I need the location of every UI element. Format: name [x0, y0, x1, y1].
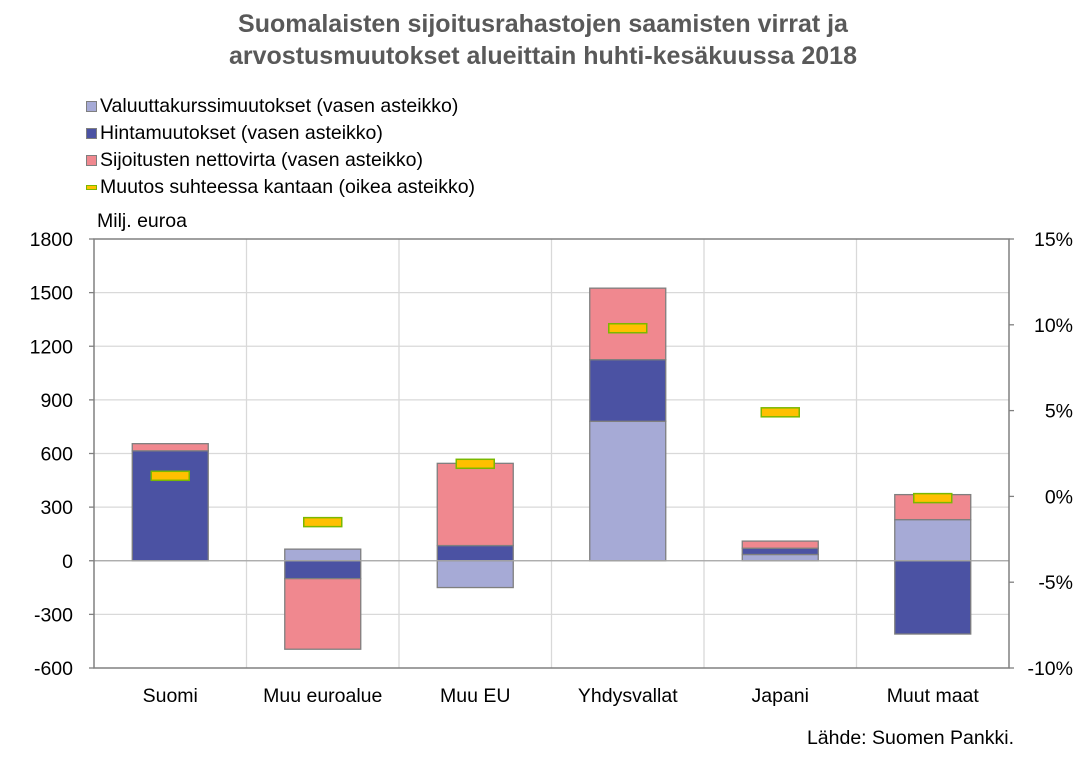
x-tick-label-4: Yhdysvallat	[578, 685, 678, 707]
y-tick-label-4: 600	[40, 444, 73, 466]
marker-muutos-2	[303, 516, 343, 528]
y2-tick-label-3: 5%	[1045, 401, 1073, 423]
y2-tick-label-5: 15%	[1034, 229, 1073, 251]
bar-netto-3	[436, 462, 514, 547]
y-tick-label-7: 1500	[30, 283, 74, 305]
bar-valuutta-5	[741, 553, 819, 562]
y-tick-label-0: -600	[34, 658, 73, 680]
marker-muutos-5	[760, 407, 800, 418]
chart-title-line-1: Suomalaisten sijoitusrahastojen saamiste…	[238, 10, 848, 38]
x-tick-label-1: Suomi	[143, 685, 198, 707]
bar-netto-5	[741, 540, 819, 549]
x-tick-label-3: Muu EU	[440, 685, 510, 707]
y-tick-label-6: 1200	[30, 336, 74, 358]
bar-valuutta-2	[284, 548, 362, 562]
y-axis-unit-label: Milj. euroa	[97, 210, 187, 232]
legend-item-muutos: Muutos suhteessa kantaan (oikea asteikko…	[86, 174, 475, 201]
bar-hinta-2	[284, 560, 362, 580]
legend-item-hinta: Hintamuutokset (vasen asteikko)	[86, 120, 475, 147]
y-tick-label-1: -300	[34, 604, 73, 626]
marker-muutos-3	[455, 458, 495, 470]
x-tick-label-6: Muut maat	[887, 685, 980, 707]
bar-hinta-6	[894, 560, 972, 635]
bar-netto-1	[131, 443, 209, 452]
y2-tick-label-1: -5%	[1038, 572, 1073, 594]
marker-muutos-6	[913, 492, 953, 504]
bar-valuutta-4	[589, 420, 667, 562]
source-note: Lähde: Suomen Pankki.	[806, 727, 1014, 749]
y-tick-label-2: 0	[62, 551, 73, 573]
y-tick-label-5: 900	[40, 390, 73, 412]
legend-label-valuutta: Valuuttakurssimuutokset (vasen asteikko)	[100, 95, 459, 117]
bar-hinta-3	[436, 544, 514, 562]
legend-label-hinta: Hintamuutokset (vasen asteikko)	[100, 122, 383, 144]
chart-legend: Valuuttakurssimuutokset (vasen asteikko)…	[86, 93, 475, 201]
y-tick-label-3: 300	[40, 497, 73, 519]
bar-hinta-5	[741, 547, 819, 556]
y-tick-label-8: 1800	[30, 229, 74, 251]
legend-item-netto: Sijoitusten nettovirta (vasen asteikko)	[86, 147, 475, 174]
y2-tick-label-0: -10%	[1027, 658, 1073, 680]
x-tick-label-5: Japani	[752, 685, 809, 707]
bar-valuutta-3	[436, 560, 514, 589]
x-tick-label-2: Muu euroalue	[263, 685, 382, 707]
bar-hinta-4	[589, 359, 667, 422]
legend-swatch-hinta	[86, 128, 97, 139]
legend-item-valuutta: Valuuttakurssimuutokset (vasen asteikko)	[86, 93, 475, 120]
marker-muutos-1	[150, 470, 190, 482]
legend-label-muutos: Muutos suhteessa kantaan (oikea asteikko…	[100, 176, 476, 198]
y2-tick-label-4: 10%	[1034, 315, 1073, 337]
legend-swatch-muutos	[86, 185, 97, 190]
bar-valuutta-6	[894, 518, 972, 562]
y2-tick-label-2: 0%	[1045, 486, 1073, 508]
marker-muutos-4	[608, 322, 648, 334]
bar-netto-2	[284, 577, 362, 650]
legend-swatch-valuutta	[86, 101, 97, 112]
chart-title: Suomalaisten sijoitusrahastojen saamiste…	[0, 8, 1086, 72]
legend-swatch-netto	[86, 155, 97, 166]
legend-label-netto: Sijoitusten nettovirta (vasen asteikko)	[100, 149, 423, 171]
bar-hinta-1	[131, 450, 209, 562]
bar-netto-6	[894, 493, 972, 521]
chart-title-line-2: arvostusmuutokset alueittain huhti-kesäk…	[229, 42, 857, 70]
